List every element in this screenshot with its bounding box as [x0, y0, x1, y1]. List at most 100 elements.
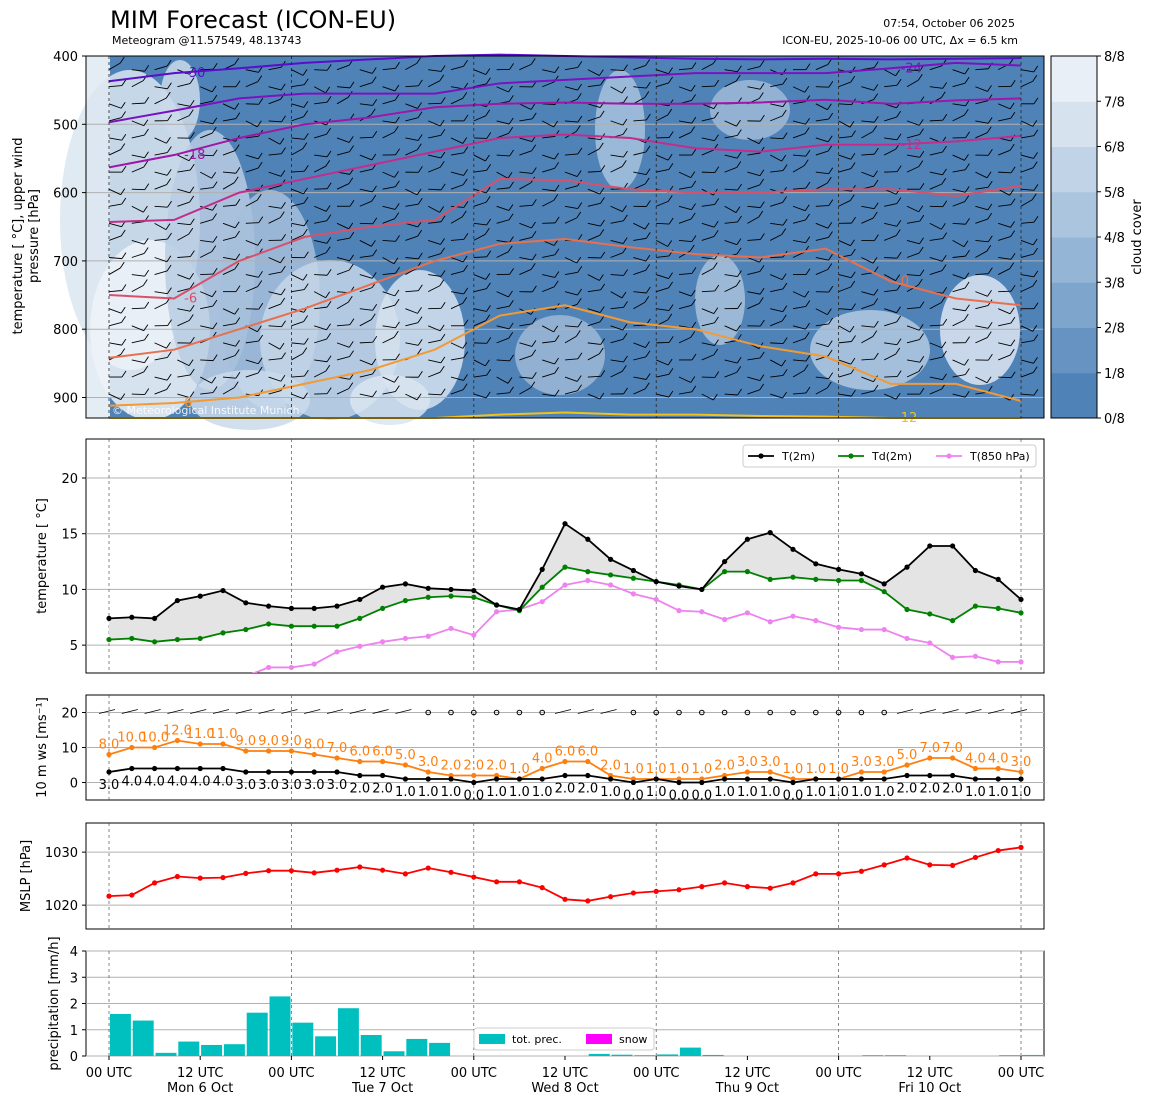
wind-barb: [792, 165, 805, 173]
wind-barb-feather: [760, 114, 765, 122]
wind-barb: [884, 84, 898, 88]
wind-barb-feather: [302, 142, 308, 149]
wind-barb-feather: [577, 352, 583, 360]
wind-barb: [792, 306, 806, 310]
wind-barb: [541, 325, 554, 333]
wind-barb-feather: [576, 211, 582, 219]
wind-barb-feather: [486, 305, 491, 312]
wind-barb: [975, 325, 989, 329]
wind-barb: [382, 291, 396, 297]
wind-barb: [496, 239, 510, 243]
wind-barb-feather: [622, 128, 628, 135]
t2m-point: [106, 615, 112, 622]
mean-wind-point: [311, 769, 317, 775]
wind-barb-feather: [805, 63, 811, 70]
t850-point: [334, 649, 340, 655]
legend-label: T(850 hPa): [969, 450, 1030, 463]
wind-barb-feather: [509, 386, 514, 393]
x-tick-label: 12 UTC: [542, 1066, 588, 1081]
wind-barb: [861, 205, 875, 210]
wind-barb-feather: [120, 188, 126, 195]
wind-barb: [952, 201, 965, 207]
wind-barb-feather: [486, 337, 492, 344]
wind-barb: [678, 132, 691, 139]
wind-barb-feather: [781, 359, 787, 367]
wind-barb: [268, 205, 282, 209]
wind-barb: [564, 271, 578, 276]
wind-barb: [222, 222, 236, 229]
wind-barb-feather: [873, 384, 879, 392]
precip-bar: [292, 1022, 314, 1056]
surface-wind-barb: [281, 709, 298, 714]
wind-barb-feather: [166, 169, 172, 176]
wind-barb-feather: [234, 349, 240, 356]
calm-wind-marker: [676, 709, 682, 716]
wind-barb-feather: [211, 85, 217, 93]
wind-barb-feather: [735, 279, 741, 287]
wind-barb-feather: [759, 287, 765, 295]
calm-wind-marker: [699, 709, 705, 716]
wind-barb: [678, 376, 691, 383]
wind-barb-feather: [485, 359, 490, 367]
wind-barb-feather: [782, 282, 788, 290]
mean-wind-label: 3.0: [304, 778, 325, 793]
precip-legend: tot. prec. snow: [473, 1027, 655, 1051]
wind-barb-feather: [600, 338, 606, 345]
t2m-point: [790, 546, 796, 552]
wind-barb: [747, 216, 759, 224]
wind-barb-feather: [667, 195, 673, 202]
wind-barb: [405, 290, 419, 293]
wind-barb-feather: [303, 369, 309, 377]
wind-barb: [473, 169, 487, 173]
wind-barb: [1020, 135, 1034, 139]
wind-barb-feather: [576, 256, 582, 264]
td2m-point: [220, 630, 226, 636]
wind-barb-feather: [599, 392, 605, 400]
wind-barb-feather: [850, 357, 856, 365]
surface-wind-barb: [988, 709, 1005, 714]
wind-barb-feather: [600, 219, 605, 227]
wind-barb: [154, 342, 167, 349]
wind-barb: [724, 80, 737, 88]
wind-barb-feather: [393, 257, 399, 265]
td2m-point: [334, 623, 340, 629]
wind-barb: [724, 154, 738, 159]
wind-barb: [770, 320, 783, 327]
wind-barb-feather: [508, 95, 514, 102]
wind-barb: [724, 274, 738, 278]
wind-barb: [382, 239, 396, 242]
gust-label: 5.0: [897, 748, 918, 763]
wind-barb-feather: [895, 392, 901, 400]
wind-barb-feather: [212, 117, 218, 125]
mean-wind-label: 0.0: [669, 789, 690, 804]
gust-label: 8.0: [99, 738, 120, 753]
t2m-point: [380, 584, 386, 590]
gust-point: [402, 762, 408, 768]
gust-label: 1.0: [623, 762, 644, 777]
surface-wind-barb: [326, 709, 344, 714]
wind-barb: [564, 205, 578, 209]
wind-barb-feather: [348, 222, 354, 230]
wind-barb: [154, 222, 167, 231]
wind-barb-feather: [1010, 166, 1016, 174]
wind-barb: [587, 69, 600, 76]
wind-barb: [177, 169, 191, 173]
wind-barb: [222, 118, 236, 122]
wind-barb-feather: [577, 61, 583, 68]
surface-wind-barb: [600, 709, 617, 714]
wind-barb: [633, 86, 647, 89]
wind-barb: [291, 321, 304, 327]
wind-barb: [336, 257, 350, 262]
precip-bar: [132, 1020, 154, 1056]
mslp-point: [722, 880, 728, 886]
wind-barb-feather: [508, 127, 514, 134]
td2m-point: [288, 623, 294, 629]
wind-barb: [656, 308, 670, 311]
wind-barb: [131, 166, 144, 173]
t2m-point: [471, 587, 477, 594]
wind-barb-feather: [895, 229, 901, 236]
wind-barb-feather: [395, 235, 400, 242]
wind-barb-feather: [349, 350, 354, 357]
wind-barb: [747, 205, 761, 209]
